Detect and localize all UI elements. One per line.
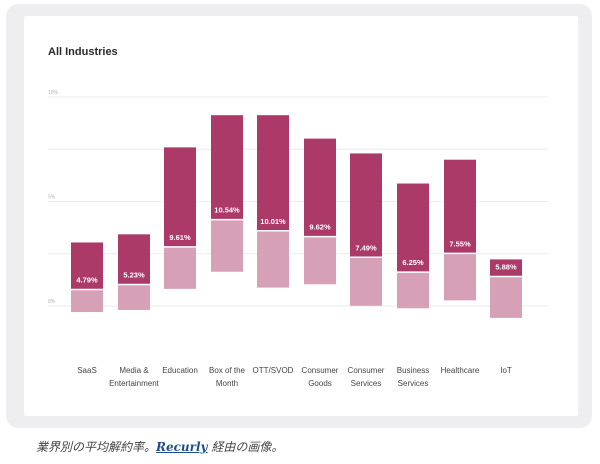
bar-upper [304, 138, 336, 237]
x-tick-label: Box of the [209, 366, 246, 375]
bar-lower [211, 219, 243, 272]
bar-lower [71, 289, 103, 313]
x-tick-label: Services [398, 379, 429, 388]
data-label: 10.01% [260, 217, 286, 226]
bar-upper [164, 147, 196, 247]
bar-lower [257, 230, 289, 288]
x-tick-label: IoT [500, 366, 512, 375]
chart-card: All Industries [24, 16, 578, 416]
bar-upper [118, 234, 150, 285]
x-tick-label: Business [397, 366, 429, 375]
x-tick-label: Goods [308, 379, 332, 388]
bar-upper [71, 242, 103, 290]
data-label: 10.54% [214, 206, 240, 215]
bar-upper [257, 115, 289, 231]
bar-upper [444, 159, 476, 254]
bar-upper [490, 259, 522, 277]
x-tick-label: Healthcare [441, 366, 480, 375]
y-tick-label: 10% [48, 90, 59, 96]
bar-lower [118, 284, 150, 310]
figure-caption: 業界別の平均解約率。Recurly 経由の画像。 [36, 438, 283, 455]
bar-upper [350, 153, 382, 258]
bar-lower [304, 236, 336, 285]
recurly-link[interactable]: Recurly [156, 440, 208, 454]
x-tick-label: Consumer [302, 366, 339, 375]
bar-lower [164, 246, 196, 289]
bar-lower [490, 276, 522, 318]
data-label: 5.23% [123, 270, 145, 279]
x-tick-label: OTT/SVOD [253, 366, 294, 375]
x-tick-label: Education [162, 366, 198, 375]
bar-lower [350, 257, 382, 306]
y-tick-label: 5% [48, 195, 56, 201]
data-label: 7.49% [355, 243, 377, 252]
x-tick-label: Services [351, 379, 382, 388]
bar-upper [211, 115, 243, 220]
caption-before: 業界別の平均解約率。 [36, 440, 157, 454]
x-tick-label: Consumer [348, 366, 385, 375]
x-tick-label: Entertainment [109, 379, 160, 388]
chart-title: All Industries [48, 46, 118, 58]
data-label: 5.88% [495, 263, 517, 272]
bar-upper [397, 183, 429, 273]
data-label: 6.25% [402, 258, 424, 267]
caption-after: 経由の画像。 [207, 440, 284, 454]
data-label: 9.62% [309, 223, 331, 232]
data-label: 7.55% [449, 239, 471, 248]
x-tick-label: Media & [119, 366, 149, 375]
x-tick-label: SaaS [77, 366, 97, 375]
bar-lower [397, 272, 429, 309]
data-label: 9.61% [169, 233, 191, 242]
data-label: 4.79% [76, 275, 98, 284]
y-tick-label: 0% [48, 299, 56, 305]
bar-lower [444, 253, 476, 301]
x-tick-label: Month [216, 379, 238, 388]
